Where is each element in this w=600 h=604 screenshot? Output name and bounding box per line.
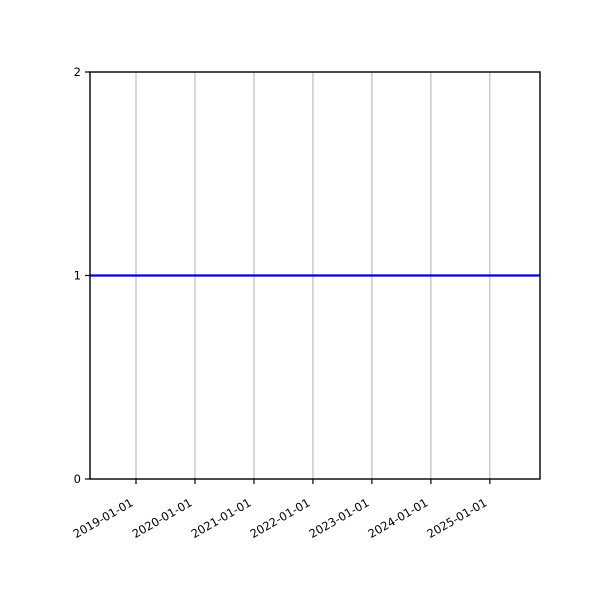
y-tick-label: 0 — [74, 472, 81, 486]
y-tick-label: 2 — [74, 65, 81, 79]
y-tick-label: 1 — [74, 269, 81, 283]
